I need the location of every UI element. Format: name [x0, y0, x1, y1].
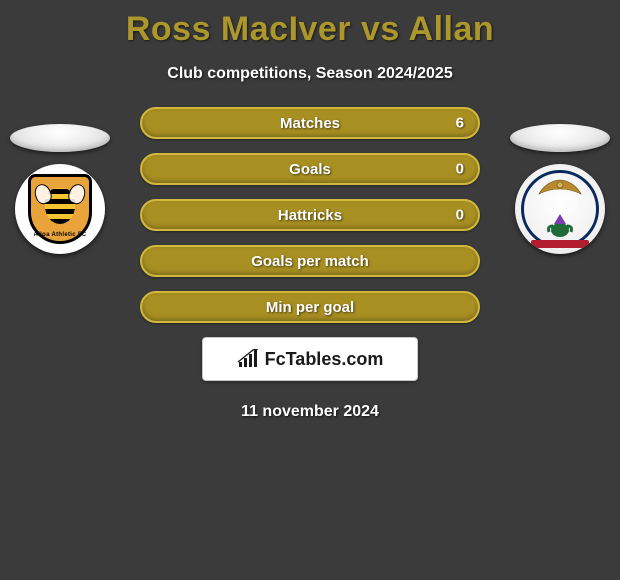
stat-label: Min per goal [266, 299, 354, 316]
stat-right-value: 6 [456, 115, 464, 132]
player-left: Alloa Athletic FC [10, 124, 110, 254]
player-right-photo-placeholder [510, 124, 610, 152]
eagle-icon [537, 178, 583, 198]
shield-icon: Alloa Athletic FC [28, 174, 92, 244]
date-text: 11 november 2024 [0, 403, 620, 421]
subtitle: Club competitions, Season 2024/2025 [0, 65, 620, 83]
bar-chart-icon [237, 349, 259, 369]
stat-row-matches: Matches 6 [140, 107, 480, 139]
club-crest-right [515, 164, 605, 254]
stats-rows: Matches 6 Goals 0 Hattricks 0 Goals per … [140, 107, 480, 323]
stat-label: Matches [280, 115, 340, 132]
stat-right-value: 0 [456, 207, 464, 224]
stat-label: Hattricks [278, 207, 342, 224]
stat-label: Goals [289, 161, 331, 178]
player-right [510, 124, 610, 254]
ribbon-icon [531, 240, 589, 248]
brand-box: FcTables.com [202, 337, 418, 381]
stat-row-min-per-goal: Min per goal [140, 291, 480, 323]
stat-row-goals-per-match: Goals per match [140, 245, 480, 277]
stat-right-value: 0 [456, 161, 464, 178]
wasp-icon [45, 188, 75, 224]
stat-row-hattricks: Hattricks 0 [140, 199, 480, 231]
stat-label: Goals per match [251, 253, 369, 270]
crest-left-text: Alloa Athletic FC [31, 232, 89, 238]
stat-row-goals: Goals 0 [140, 153, 480, 185]
brand-text: FcTables.com [265, 349, 384, 370]
thistle-icon [545, 212, 575, 240]
player-left-photo-placeholder [10, 124, 110, 152]
club-crest-left: Alloa Athletic FC [15, 164, 105, 254]
page-title: Ross MacIver vs Allan [0, 0, 620, 49]
